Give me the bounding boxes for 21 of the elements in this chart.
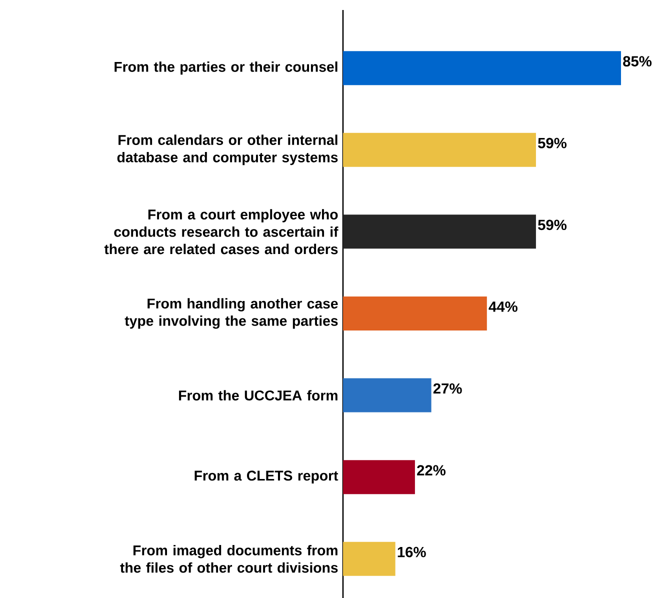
y-tick-label: From a CLETS report <box>194 470 338 484</box>
y-tick-label: From the parties or their counsel <box>114 61 338 75</box>
data-label: 59% <box>538 138 567 148</box>
data-label: 44% <box>488 302 518 312</box>
bar <box>343 214 536 249</box>
data-label: 22% <box>417 465 446 476</box>
bar <box>343 51 622 86</box>
y-tick-label: From a court employee who conducts research to ascertain if there are related cases and orders <box>104 209 338 254</box>
bar <box>343 378 432 412</box>
y-tick-label: From handling another case type involving the same parties <box>124 298 338 329</box>
y-tick-label: From imaged documents from the files of other court divisions <box>120 545 338 573</box>
bar <box>343 460 415 494</box>
bar <box>343 132 536 167</box>
data-label: 27% <box>433 383 462 394</box>
data-label: 16% <box>398 546 426 558</box>
bar <box>343 542 396 576</box>
data-label: 85% <box>623 56 652 66</box>
data-label: 59% <box>538 220 567 230</box>
bar <box>343 296 487 330</box>
y-tick-label: From calendars or other internal database and computer systems <box>117 134 338 166</box>
y-tick-label: From the UCCJEA form <box>179 390 338 400</box>
